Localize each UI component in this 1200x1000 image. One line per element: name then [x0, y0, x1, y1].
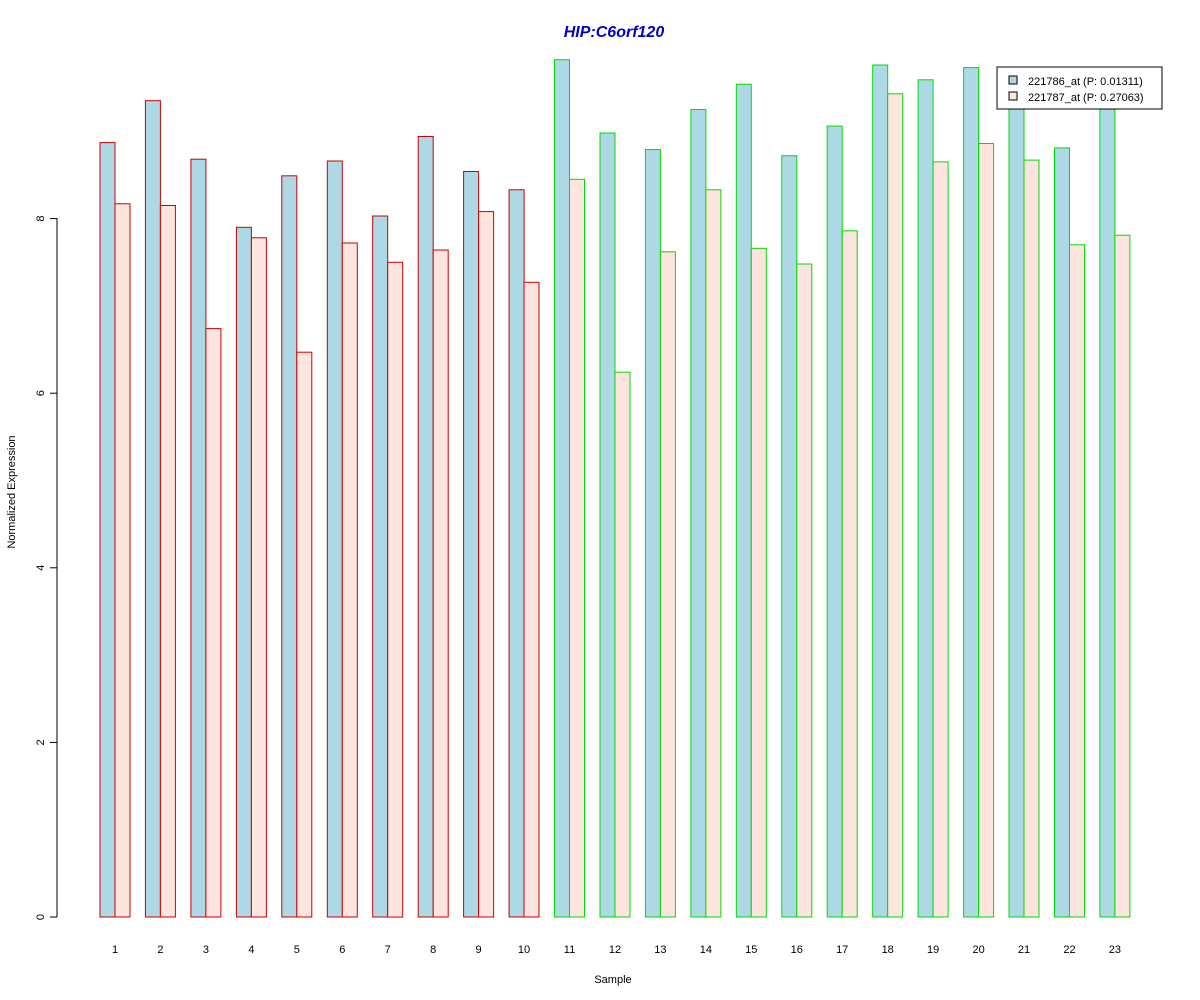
legend-label-series-1: 221786_at (P: 0.01311) — [1028, 76, 1143, 88]
bar-sample-15-series-2 — [750, 247, 767, 918]
bar-sample-10-series-1 — [508, 189, 525, 918]
x-tick-label: 19 — [927, 944, 939, 956]
bar-sample-6-series-1 — [326, 160, 343, 918]
bar-sample-16-series-2 — [796, 263, 813, 918]
legend-swatch-series-2 — [1008, 91, 1018, 101]
bar-sample-10-series-2 — [523, 281, 540, 918]
bar-sample-20-series-2 — [978, 143, 995, 918]
bar-sample-14-series-2 — [705, 189, 722, 918]
x-tick-label: 18 — [882, 944, 894, 956]
bar-sample-17-series-1 — [826, 125, 843, 918]
bar-sample-3-series-1 — [190, 158, 207, 918]
x-axis-label: Sample — [594, 974, 631, 986]
x-tick-label: 12 — [609, 944, 621, 956]
y-tick-label: 8 — [35, 216, 47, 222]
bar-sample-3-series-2 — [205, 328, 222, 918]
legend-swatch-series-1 — [1008, 75, 1018, 85]
x-tick-label: 15 — [745, 944, 757, 956]
x-tick-label: 13 — [654, 944, 666, 956]
x-tick-label: 7 — [385, 944, 391, 956]
y-tick-label: 0 — [35, 914, 47, 920]
bar-sample-8-series-2 — [432, 249, 449, 918]
x-tick-label: 17 — [836, 944, 848, 956]
x-tick-label: 8 — [430, 944, 436, 956]
bar-sample-4-series-1 — [235, 226, 252, 918]
x-tick-label: 4 — [248, 944, 254, 956]
bar-sample-19-series-1 — [917, 79, 934, 918]
x-tick-label: 3 — [203, 944, 209, 956]
y-tick-label: 6 — [35, 390, 47, 396]
y-axis: 0 2 4 6 8 — [35, 216, 58, 920]
bar-sample-8-series-1 — [417, 136, 434, 918]
bar-sample-15-series-1 — [735, 83, 752, 918]
bar-sample-9-series-1 — [463, 171, 480, 918]
bar-sample-2-series-1 — [144, 100, 161, 918]
bar-sample-5-series-1 — [281, 175, 298, 918]
legend: 221786_at (P: 0.01311) 221787_at (P: 0.2… — [996, 66, 1163, 110]
bar-sample-19-series-2 — [932, 161, 949, 918]
bar-sample-1-series-1 — [99, 142, 116, 918]
bar-sample-18-series-1 — [872, 64, 889, 918]
bar-sample-4-series-2 — [250, 237, 267, 918]
x-tick-label: 22 — [1063, 944, 1075, 956]
y-axis-label: Normalized Expression — [6, 435, 18, 548]
x-tick-label: 11 — [564, 944, 575, 956]
bar-sample-13-series-1 — [644, 149, 661, 918]
bar-sample-14-series-1 — [690, 109, 707, 918]
y-tick-label: 2 — [35, 739, 47, 745]
chart-title: HIP:C6orf120 — [564, 24, 665, 41]
bar-sample-11-series-2 — [569, 178, 585, 918]
bar-sample-12-series-2 — [614, 371, 631, 918]
bar-sample-20-series-1 — [963, 67, 980, 918]
x-tick-label: 2 — [157, 944, 163, 956]
bar-sample-21-series-2 — [1023, 159, 1040, 918]
bar-sample-6-series-2 — [341, 242, 358, 918]
bar-sample-5-series-2 — [296, 351, 313, 918]
x-tick-label: 23 — [1109, 944, 1121, 956]
bar-sample-7-series-2 — [387, 261, 404, 918]
legend-label-series-2: 221787_at (P: 0.27063) — [1028, 92, 1144, 104]
legend-box — [996, 66, 1163, 110]
bar-sample-23-series-1 — [1099, 101, 1116, 918]
x-tick-label: 21 — [1018, 944, 1030, 956]
bar-sample-16-series-1 — [781, 155, 798, 918]
x-tick-labels: 1 2 3 4 5 6 7 8 9 10 11 12 13 14 15 16 17 18 19 20 21 22 23 — [112, 944, 1121, 956]
x-tick-label: 5 — [294, 944, 300, 956]
bar-sample-18-series-2 — [887, 93, 904, 918]
bar-sample-17-series-2 — [841, 230, 858, 918]
x-tick-label: 10 — [518, 944, 530, 956]
x-tick-label: 16 — [791, 944, 803, 956]
bar-sample-21-series-1 — [1008, 106, 1025, 918]
x-tick-label: 9 — [476, 944, 482, 956]
x-tick-label: 1 — [112, 944, 118, 956]
bars-group — [99, 59, 1131, 918]
bar-sample-12-series-1 — [599, 132, 616, 918]
bar-sample-13-series-2 — [659, 251, 676, 918]
bar-sample-11-series-1 — [554, 59, 570, 918]
y-tick-label: 4 — [35, 565, 47, 571]
x-tick-label: 6 — [339, 944, 345, 956]
x-tick-label: 20 — [972, 944, 984, 956]
bar-sample-1-series-2 — [114, 203, 131, 918]
x-tick-label: 14 — [700, 944, 712, 956]
bar-sample-22-series-2 — [1069, 244, 1085, 918]
bar-sample-23-series-2 — [1114, 234, 1131, 918]
bar-sample-7-series-1 — [372, 215, 389, 918]
bar-sample-2-series-2 — [159, 205, 176, 918]
bar-sample-9-series-2 — [478, 211, 495, 918]
bar-sample-22-series-1 — [1054, 147, 1070, 918]
